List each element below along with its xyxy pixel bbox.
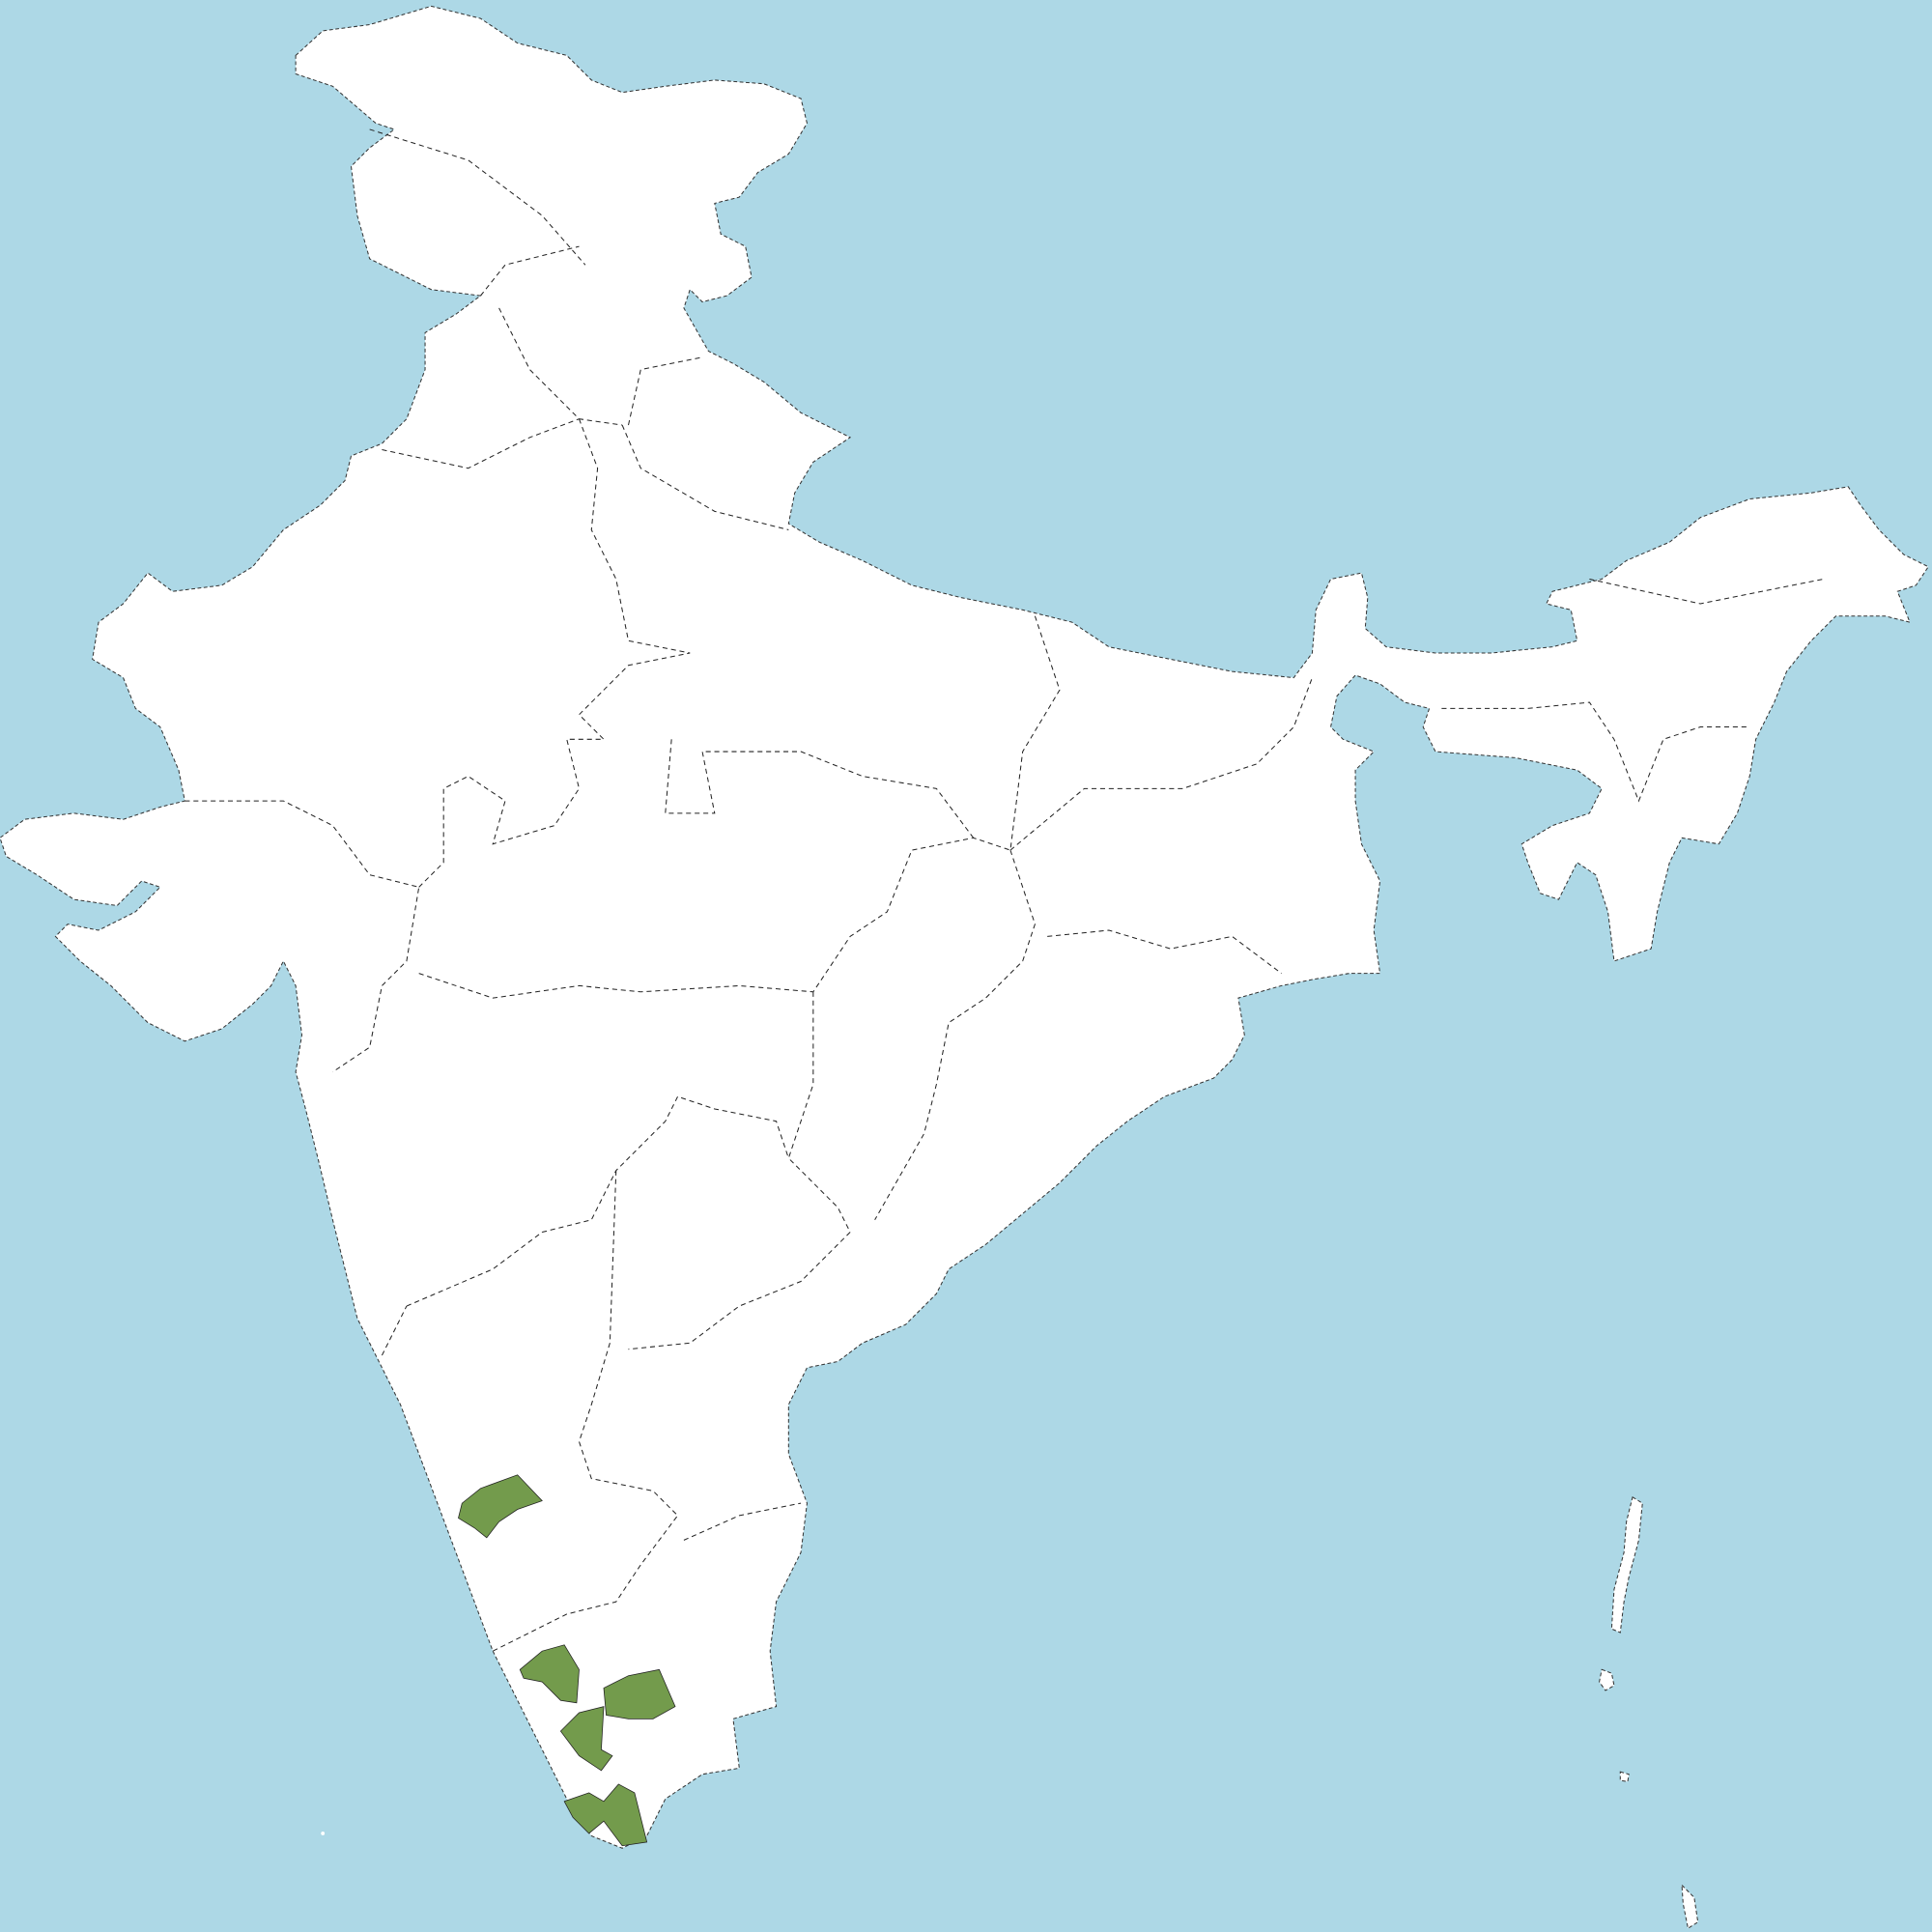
highlighted-district[interactable] [519, 1644, 580, 1704]
highlighted-district[interactable] [559, 1706, 613, 1772]
andaman-islands [1610, 1495, 1643, 1634]
islands [321, 1495, 1699, 1929]
nicobar-island [1619, 1771, 1630, 1782]
highlighted-district[interactable] [563, 1783, 648, 1847]
lakshadweep-island [321, 1832, 326, 1835]
state-border [185, 128, 1824, 1652]
india-mainland [0, 5, 1929, 1849]
highlighted-district[interactable] [458, 1474, 543, 1539]
andaman-island-small [1599, 1668, 1615, 1691]
highlighted-districts [458, 1474, 676, 1847]
state-borders [185, 128, 1824, 1652]
nicobar-island-south [1681, 1884, 1699, 1929]
highlighted-district[interactable] [603, 1668, 676, 1719]
